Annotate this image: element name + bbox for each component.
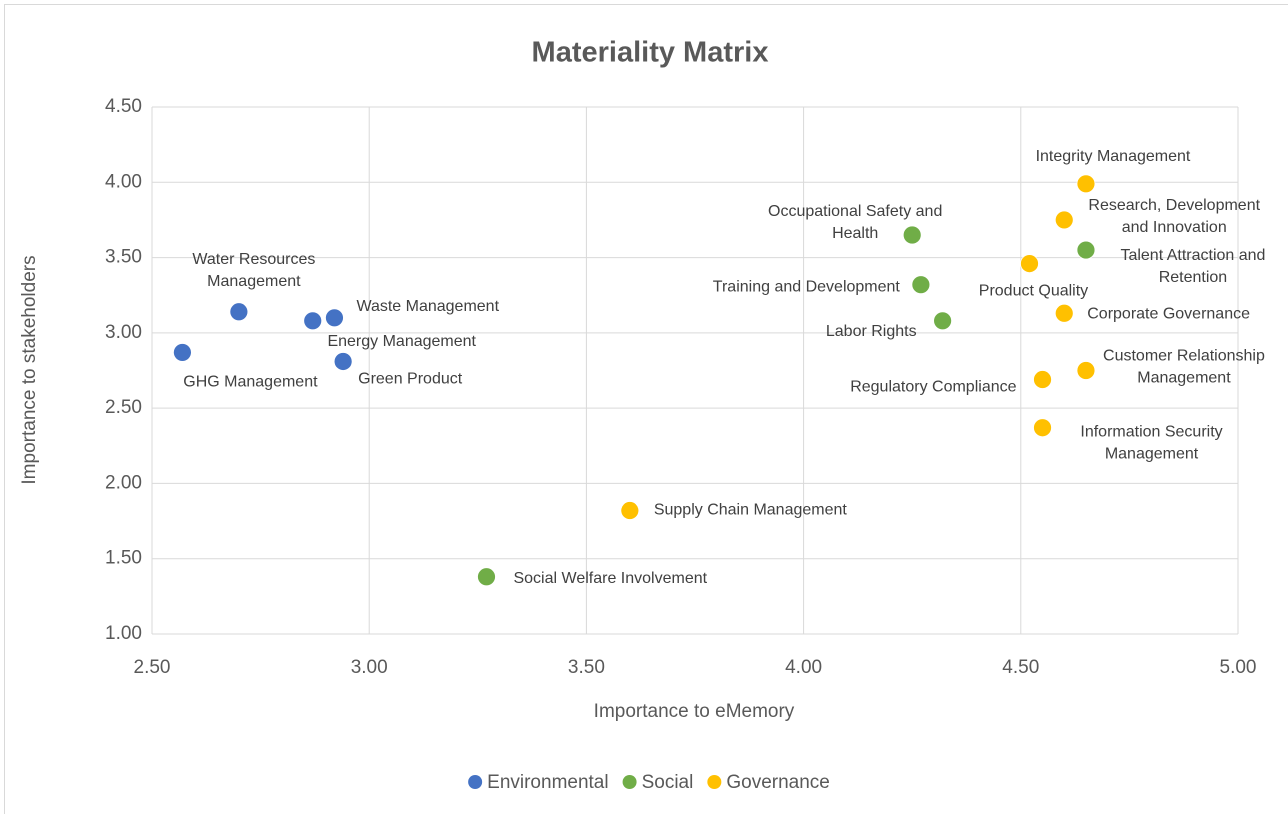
data-label: Water Resources Management	[192, 251, 315, 290]
label-line: Product Quality	[979, 283, 1088, 300]
data-label: GHG Management	[183, 374, 318, 391]
data-label: Occupational Safety and Health	[768, 203, 942, 242]
legend-label: Governance	[726, 772, 830, 793]
point	[620, 501, 640, 520]
point	[902, 225, 922, 245]
label-line: Social Welfare Involvement	[513, 570, 707, 587]
label-line: Occupational Safety and	[768, 203, 942, 220]
point	[333, 352, 353, 371]
y-tick-label: 1.00	[105, 623, 142, 644]
x-axis-title: Importance to eMemory	[594, 701, 795, 722]
data-label: Customer Relationship Management	[1103, 348, 1265, 387]
point	[1033, 418, 1052, 438]
point	[303, 311, 323, 331]
label-line: Energy Management	[327, 333, 476, 350]
label-line: Labor Rights	[826, 323, 917, 340]
label-line: Waste Management	[356, 298, 499, 315]
data-label: Corporate Governance	[1087, 306, 1250, 323]
point	[1033, 370, 1052, 389]
data-label: Waste Management	[356, 298, 499, 315]
label-line: Green Product	[358, 371, 463, 388]
x-tick-label: 5.00	[1220, 657, 1257, 678]
legend-label: Social	[642, 772, 694, 793]
label-line: Management	[1105, 446, 1199, 463]
label-line: Information Security	[1080, 424, 1222, 441]
x-tick-label: 2.50	[134, 657, 171, 678]
legend-label: Environmental	[487, 772, 608, 793]
label-line: Regulatory Compliance	[850, 379, 1016, 396]
data-label: Training and Development	[713, 279, 901, 296]
label-line: Integrity Management	[1036, 148, 1191, 165]
y-tick-label: 3.00	[105, 322, 142, 343]
y-tick-label: 1.50	[105, 548, 142, 569]
legend: Environmental Social Governance	[468, 772, 830, 793]
point	[1054, 210, 1074, 230]
chart-title: Materiality Matrix	[532, 37, 769, 69]
label-line: Supply Chain Management	[654, 502, 848, 519]
data-label: Talent Attraction and Retention	[1120, 247, 1265, 286]
data-label: Labor Rights	[826, 323, 917, 340]
y-tick-label: 2.00	[105, 472, 142, 493]
y-axis-title: Importance to stakeholders	[19, 255, 40, 484]
point	[1020, 254, 1039, 273]
data-label: Information Security Management	[1080, 424, 1222, 463]
y-tick-label: 4.00	[105, 171, 142, 192]
data-label: Research, Development and Innovation	[1088, 197, 1260, 236]
data-label: Product Quality	[979, 283, 1088, 300]
label-line: and Innovation	[1122, 219, 1227, 236]
point	[1054, 303, 1074, 323]
x-tick-label: 4.00	[785, 657, 822, 678]
y-tick-label: 3.50	[105, 247, 142, 268]
point	[933, 311, 953, 331]
label-line: Research, Development	[1088, 197, 1260, 214]
legend-marker	[707, 775, 722, 789]
x-tick-label: 3.50	[568, 657, 605, 678]
point	[1076, 174, 1096, 194]
data-label: Energy Management	[327, 333, 476, 350]
legend-marker	[468, 775, 483, 789]
point	[1076, 361, 1096, 380]
point	[229, 302, 249, 322]
label-line: Management	[1137, 370, 1231, 387]
label-line: Retention	[1159, 269, 1228, 286]
chart-border	[4, 4, 1288, 814]
legend-marker	[622, 775, 637, 789]
y-tick-label: 2.50	[105, 397, 142, 418]
data-label: Social Welfare Involvement	[513, 570, 707, 587]
label-line: Training and Development	[713, 279, 901, 296]
x-tick-label: 4.50	[1002, 657, 1039, 678]
data-label: Integrity Management	[1036, 148, 1191, 165]
label-line: Customer Relationship	[1103, 348, 1265, 365]
label-line: Water Resources	[192, 251, 315, 268]
point	[1076, 240, 1096, 260]
label-line: Health	[832, 225, 878, 242]
label-line: Management	[207, 273, 301, 290]
point	[173, 343, 192, 362]
point	[911, 275, 931, 295]
point	[325, 308, 344, 328]
x-tick-label: 3.00	[351, 657, 388, 678]
y-tick-label: 4.50	[105, 96, 142, 117]
data-label: Green Product	[358, 371, 463, 388]
label-line: Talent Attraction and	[1120, 247, 1265, 264]
data-label: Regulatory Compliance	[850, 379, 1016, 396]
data-label: Supply Chain Management	[654, 502, 848, 519]
point	[477, 567, 496, 587]
label-line: Corporate Governance	[1087, 306, 1250, 323]
label-line: GHG Management	[183, 374, 318, 391]
